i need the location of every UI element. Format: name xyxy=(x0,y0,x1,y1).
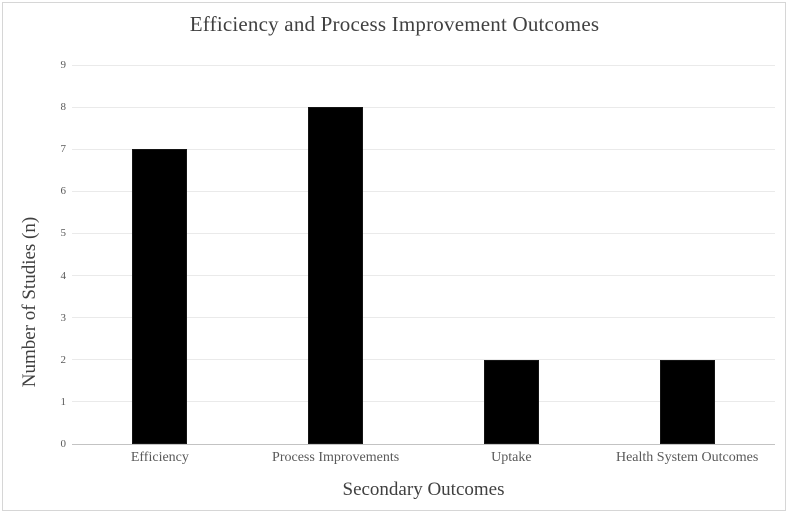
gridline-y-9 xyxy=(72,64,775,66)
bar-uptake xyxy=(483,359,539,444)
bar-health-system-outcomes xyxy=(659,359,715,444)
bar-efficiency xyxy=(132,149,188,444)
x-category-label-efficiency: Efficiency xyxy=(130,450,189,465)
y-tick-label-2: 2 xyxy=(60,353,67,366)
x-category-label-health-system-outcomes: Health System Outcomes xyxy=(615,450,759,465)
y-tick-label-3: 3 xyxy=(60,311,67,324)
x-axis-title: Secondary Outcomes xyxy=(342,479,505,500)
gridline-y-4 xyxy=(72,275,775,277)
chart-title: Efficiency and Process Improvement Outco… xyxy=(189,12,600,36)
y-tick-label-4: 4 xyxy=(60,269,67,282)
bar-process-improvements xyxy=(308,107,364,444)
y-tick-label-1: 1 xyxy=(60,395,67,408)
gridline-y-7 xyxy=(72,148,775,150)
x-category-label-uptake: Uptake xyxy=(491,450,532,465)
y-tick-label-5: 5 xyxy=(60,227,67,240)
x-category-label-process-improvements: Process Improvements xyxy=(272,450,400,465)
gridline-y-1 xyxy=(72,401,775,403)
y-tick-label-6: 6 xyxy=(60,185,67,198)
gridline-y-5 xyxy=(72,232,775,234)
plot-area xyxy=(72,64,775,445)
gridline-y-8 xyxy=(72,106,775,108)
y-tick-label-0: 0 xyxy=(60,438,67,450)
gridline-y-6 xyxy=(72,190,775,192)
y-tick-label-8: 8 xyxy=(60,101,67,114)
y-tick-label-9: 9 xyxy=(60,59,67,71)
gridline-y-3 xyxy=(72,317,775,319)
x-axis-line xyxy=(72,444,775,445)
y-tick-label-7: 7 xyxy=(60,143,67,156)
gridline-y-2 xyxy=(72,359,775,361)
